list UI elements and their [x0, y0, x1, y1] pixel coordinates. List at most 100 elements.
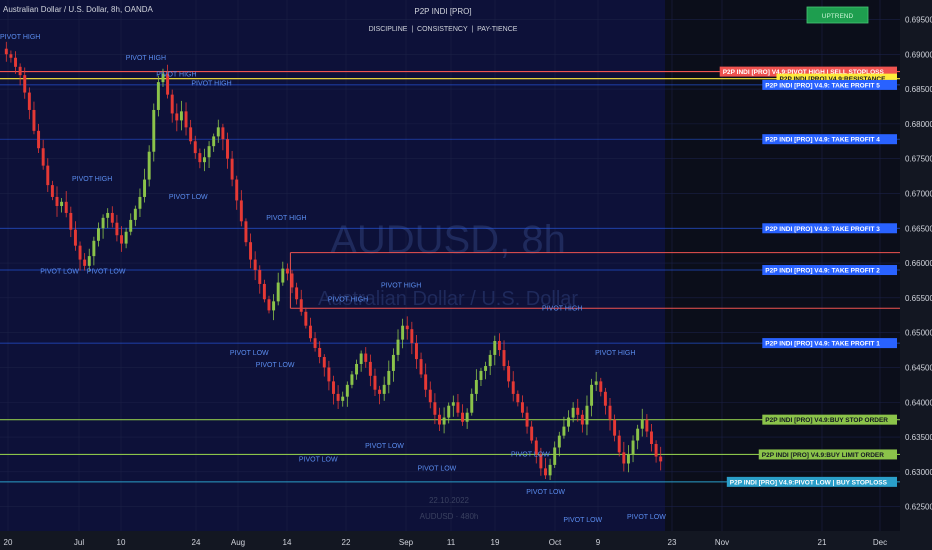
candle-body [179, 111, 183, 121]
candle-body [474, 379, 478, 394]
candle-body [87, 256, 91, 266]
candle-body [341, 396, 345, 401]
candle-body [419, 359, 423, 375]
candle-body [636, 428, 640, 441]
candle-body [18, 66, 22, 76]
candle-body [520, 402, 524, 413]
price-tick-label: 0.69500 [905, 15, 932, 24]
candle-body [548, 464, 552, 476]
candle-body [599, 381, 603, 392]
time-tick-label: Aug [231, 538, 245, 547]
candle-body [313, 338, 317, 348]
watermark-date: 22.10.2022 [429, 496, 470, 505]
candle-body [497, 341, 501, 351]
candle-body [161, 73, 165, 83]
candle-body [433, 402, 437, 415]
candle-body [585, 405, 589, 425]
candle-body [156, 82, 160, 110]
candle-body [249, 242, 253, 260]
candle-body [120, 235, 123, 244]
level-tag-label: P2P INDI [PRO] V4.9:BUY STOP ORDER [765, 417, 888, 424]
candle-body [373, 375, 377, 390]
candle-body [378, 389, 382, 394]
candle-body [281, 268, 285, 283]
pivot-label: PIVOT LOW [230, 350, 269, 357]
watermark-pair: AUDUSD · 480h [420, 512, 479, 521]
candle-body [414, 343, 418, 360]
price-axis[interactable]: 0.69500 0.69000 0.68500 0.68000 0.67500 0.670… [900, 0, 932, 550]
candle-body [207, 146, 211, 158]
candle-body [355, 363, 359, 375]
candle-body [608, 405, 612, 420]
trend-badge-box [806, 6, 869, 24]
pivot-label: PIVOT LOW [511, 452, 550, 459]
level-tag-box [758, 449, 897, 460]
candle-body [428, 389, 432, 403]
level-tag-box [762, 223, 897, 234]
level-tag-box [719, 66, 897, 77]
candle-body [115, 222, 119, 236]
pivot-label: PIVOT LOW [40, 269, 79, 276]
candle-body [4, 48, 8, 55]
candle-body [322, 357, 326, 368]
time-tick-label: Nov [715, 538, 729, 547]
candle-body [465, 412, 469, 422]
price-tick-label: 0.64500 [905, 363, 932, 372]
time-tick-label: Jul [74, 538, 84, 547]
candle-body [138, 196, 142, 209]
candle-body [96, 228, 100, 241]
candle-body [447, 405, 451, 418]
candle-body [184, 111, 188, 128]
time-tick-label: 11 [447, 538, 456, 547]
price-tick-label: 0.66500 [905, 224, 932, 233]
candle-body [262, 283, 266, 300]
pivot-label: PIVOT LOW [87, 269, 126, 276]
candle-body [69, 212, 73, 230]
pivot-label: PIVOT LOW [365, 443, 404, 450]
candle-body [101, 217, 105, 229]
candle-body [502, 350, 506, 367]
candle-body [9, 54, 13, 58]
pivot-label: PIVOT HIGH [266, 215, 306, 222]
candle-body [391, 354, 395, 371]
candle-body [571, 407, 575, 418]
trend-badge[interactable]: UPTREND [806, 6, 869, 24]
time-tick-label: 24 [192, 538, 201, 547]
candle-body [129, 219, 133, 232]
candle-body [327, 367, 331, 382]
candle-body [239, 200, 243, 222]
level-tag-box [726, 476, 897, 487]
time-tick-label: 20 [4, 538, 13, 547]
pivot-label: PIVOT HIGH [191, 81, 231, 88]
candle-body [410, 329, 414, 344]
level-tag-label: P2P INDI [PRO] V4.9: TAKE PROFIT 1 [765, 341, 880, 348]
level-tag-label: P2P INDI [PRO] V4.9:PIVOT LOW | BUY STOP… [730, 479, 888, 486]
pivot-label: PIVOT LOW [563, 517, 602, 524]
candle-body [470, 393, 474, 413]
pivot-label: PIVOT LOW [169, 194, 208, 201]
candle-body [359, 353, 363, 364]
candle-body [396, 339, 400, 355]
candle-body [64, 201, 68, 213]
time-tick-label: 9 [596, 538, 601, 547]
candle-body [295, 287, 299, 300]
candle-body [267, 299, 271, 311]
candle-body [580, 414, 584, 425]
watermark-name: Australian Dollar / U.S. Dollar [318, 288, 578, 310]
candle-body [226, 139, 229, 159]
watermark-symbol: AUDUSD, 8h [330, 218, 566, 262]
time-tick-label: 22 [342, 538, 351, 547]
candle-body [516, 393, 520, 403]
candle-body [221, 127, 225, 140]
level-tag-box [762, 414, 897, 425]
candle-body [202, 157, 206, 163]
candle-body [645, 419, 649, 432]
time-tick-label: Dec [873, 538, 887, 547]
pivot-label: PIVOT LOW [418, 465, 457, 472]
candle-body [613, 419, 617, 436]
price-tick-label: 0.63500 [905, 433, 932, 442]
candle-body [368, 361, 372, 376]
candle-body [484, 366, 488, 371]
time-axis[interactable]: 20 Jul 10 24 Aug 14 22 Sep 11 19 Oct 9 23 Nov 21 Dec [0, 531, 932, 550]
